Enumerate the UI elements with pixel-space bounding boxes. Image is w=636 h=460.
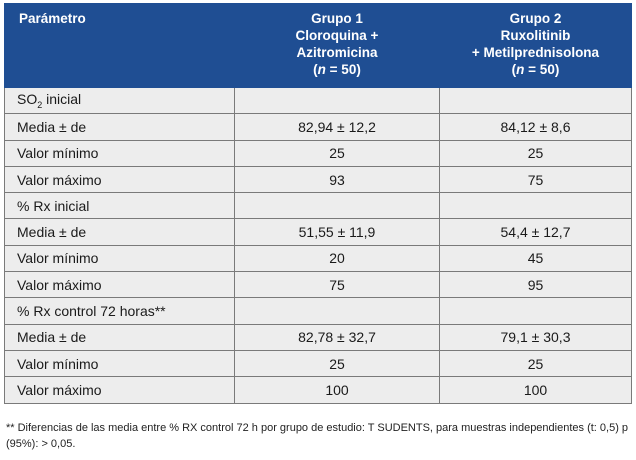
row-label: Valor máximo bbox=[5, 166, 235, 192]
cell-g1: 20 bbox=[235, 245, 440, 271]
cell-g1: 25 bbox=[235, 140, 440, 166]
table-row: Valor máximo 75 95 bbox=[5, 272, 632, 298]
header-g1-line-1: Grupo 1 bbox=[241, 10, 433, 27]
row-label: Valor mínimo bbox=[5, 140, 235, 166]
table-row: Media ± de 51,55 ± 11,9 54,4 ± 12,7 bbox=[5, 219, 632, 245]
cell-g1: 75 bbox=[235, 272, 440, 298]
cell-g2: 79,1 ± 30,3 bbox=[440, 324, 632, 350]
table-row: Valor mínimo 20 45 bbox=[5, 245, 632, 271]
cell-g1: 82,94 ± 12,2 bbox=[235, 114, 440, 140]
row-label: Media ± de bbox=[5, 219, 235, 245]
cell-g2: 45 bbox=[440, 245, 632, 271]
cell-g2: 75 bbox=[440, 166, 632, 192]
row-label: Valor mínimo bbox=[5, 245, 235, 271]
header-g2-line-1: Grupo 2 bbox=[446, 10, 625, 27]
table-row: Media ± de 82,94 ± 12,2 84,12 ± 8,6 bbox=[5, 114, 632, 140]
row-label: Valor máximo bbox=[5, 272, 235, 298]
section-title-rx-inicial: % Rx inicial bbox=[5, 193, 235, 219]
section-row-rx-inicial: % Rx inicial bbox=[5, 193, 632, 219]
table-row: Media ± de 82,78 ± 32,7 79,1 ± 30,3 bbox=[5, 324, 632, 350]
header-g1-line-4: (n = 50) bbox=[241, 61, 433, 78]
empty-cell bbox=[440, 88, 632, 114]
table-row: Valor mínimo 25 25 bbox=[5, 140, 632, 166]
empty-cell bbox=[235, 88, 440, 114]
cell-g1: 82,78 ± 32,7 bbox=[235, 324, 440, 350]
results-table: Parámetro Grupo 1 Cloroquina + Azitromic… bbox=[4, 3, 632, 404]
header-g2-line-4: (n = 50) bbox=[446, 61, 625, 78]
row-label: Media ± de bbox=[5, 324, 235, 350]
empty-cell bbox=[440, 193, 632, 219]
header-parametro: Parámetro bbox=[5, 4, 235, 88]
cell-g2: 25 bbox=[440, 350, 632, 376]
cell-g1: 25 bbox=[235, 350, 440, 376]
header-grupo-1: Grupo 1 Cloroquina + Azitromicina (n = 5… bbox=[235, 4, 440, 88]
section-title-so2: SO2 inicial bbox=[5, 88, 235, 114]
empty-cell bbox=[440, 298, 632, 324]
row-label: Valor mínimo bbox=[5, 350, 235, 376]
cell-g2: 54,4 ± 12,7 bbox=[440, 219, 632, 245]
section-title-rx-control: % Rx control 72 horas** bbox=[5, 298, 235, 324]
cell-g2: 100 bbox=[440, 377, 632, 403]
cell-g1: 93 bbox=[235, 166, 440, 192]
table-row: Valor máximo 93 75 bbox=[5, 166, 632, 192]
table-row: Valor mínimo 25 25 bbox=[5, 350, 632, 376]
cell-g1: 100 bbox=[235, 377, 440, 403]
header-grupo-2: Grupo 2 Ruxolitinib + Metilprednisolona … bbox=[440, 4, 632, 88]
cell-g2: 95 bbox=[440, 272, 632, 298]
empty-cell bbox=[235, 193, 440, 219]
section-row-rx-control: % Rx control 72 horas** bbox=[5, 298, 632, 324]
header-g2-line-3: + Metilprednisolona bbox=[446, 44, 625, 61]
row-label: Valor máximo bbox=[5, 377, 235, 403]
footnote: ** Diferencias de las media entre % RX c… bbox=[6, 420, 632, 452]
empty-cell bbox=[235, 298, 440, 324]
header-g1-line-2: Cloroquina + bbox=[241, 27, 433, 44]
header-row: Parámetro Grupo 1 Cloroquina + Azitromic… bbox=[5, 4, 632, 88]
cell-g2: 25 bbox=[440, 140, 632, 166]
table-row: Valor máximo 100 100 bbox=[5, 377, 632, 403]
section-row-so2: SO2 inicial bbox=[5, 88, 632, 114]
cell-g2: 84,12 ± 8,6 bbox=[440, 114, 632, 140]
row-label: Media ± de bbox=[5, 114, 235, 140]
header-g2-line-2: Ruxolitinib bbox=[446, 27, 625, 44]
header-g1-line-3: Azitromicina bbox=[241, 44, 433, 61]
cell-g1: 51,55 ± 11,9 bbox=[235, 219, 440, 245]
